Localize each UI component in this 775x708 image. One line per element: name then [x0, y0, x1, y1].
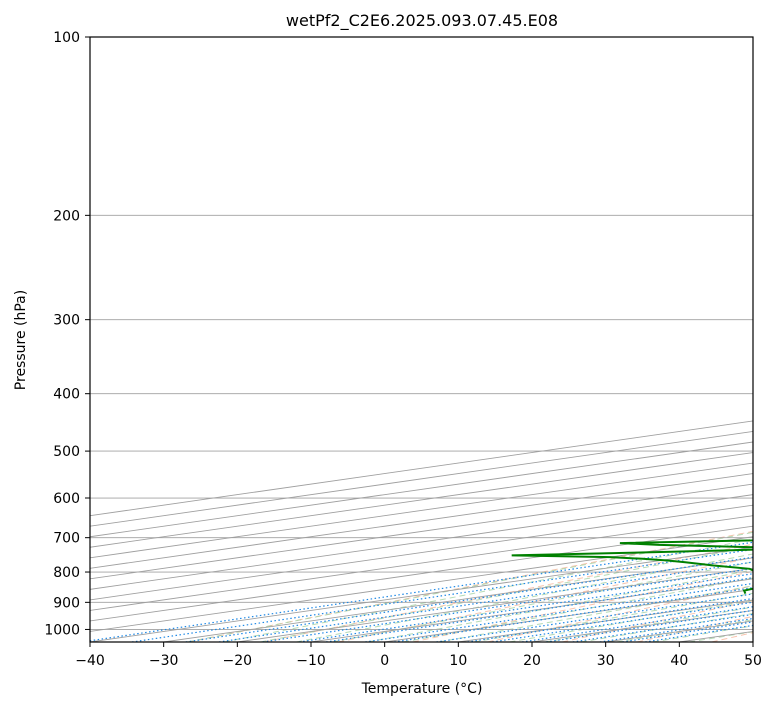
mixing-ratio-line	[262, 567, 753, 642]
plot-background	[90, 37, 753, 642]
x-tick-label: −10	[296, 653, 326, 669]
y-tick-label: 200	[53, 208, 80, 224]
isotherm	[90, 462, 753, 559]
y-tick-label: 400	[53, 387, 80, 403]
y-axis-label: Pressure (hPa)	[13, 290, 29, 390]
y-tick-label: 1000	[44, 622, 80, 638]
x-tick-label: 0	[380, 653, 389, 669]
x-tick-label: −40	[75, 653, 105, 669]
x-tick-label: 40	[670, 653, 688, 669]
background-lines	[90, 37, 753, 642]
axes: −40 −30 −20 −10 0 10 20 30 40 50 100 200 300 400 500 60…	[44, 30, 762, 669]
moist-adiabat	[296, 553, 753, 642]
isotherm	[90, 473, 753, 569]
sounding-profiles	[511, 539, 753, 594]
y-tick-label: 900	[53, 595, 80, 611]
moist-adiabat	[403, 577, 753, 642]
isotherm	[90, 483, 753, 580]
moist-adiabat	[367, 569, 753, 642]
x-tick-label: 50	[744, 653, 762, 669]
isotherm	[90, 504, 753, 601]
x-tick-label: −30	[149, 653, 179, 669]
dewpoint-profile	[511, 539, 753, 594]
x-tick-label: 10	[449, 653, 467, 669]
x-axis-label: Temperature (°C)	[361, 681, 483, 697]
x-tick-label: −20	[223, 653, 253, 669]
isotherm	[90, 494, 753, 590]
y-tick-label: 500	[53, 444, 80, 460]
x-tick-label: 20	[523, 653, 541, 669]
x-tick-label: 30	[597, 653, 615, 669]
moist-adiabat	[260, 545, 753, 642]
mixing-ratio-line	[299, 573, 753, 642]
isotherm	[90, 525, 753, 622]
isotherm	[90, 515, 753, 611]
y-tick-label: 600	[53, 491, 80, 507]
y-tick-label: 700	[53, 531, 80, 547]
y-tick-label: 300	[53, 313, 80, 329]
moist-adiabat	[223, 538, 753, 642]
chart-title: wetPf2_C2E6.2025.093.07.45.E08	[286, 11, 558, 31]
isotherm	[90, 452, 753, 548]
y-tick-label: 800	[53, 565, 80, 581]
mixing-ratio-line	[522, 606, 753, 642]
y-tick-label: 100	[53, 30, 80, 46]
plot-frame	[89, 36, 754, 643]
mixing-ratio-line	[326, 577, 753, 642]
isotherm	[752, 641, 753, 642]
moist-adiabat	[473, 592, 753, 642]
